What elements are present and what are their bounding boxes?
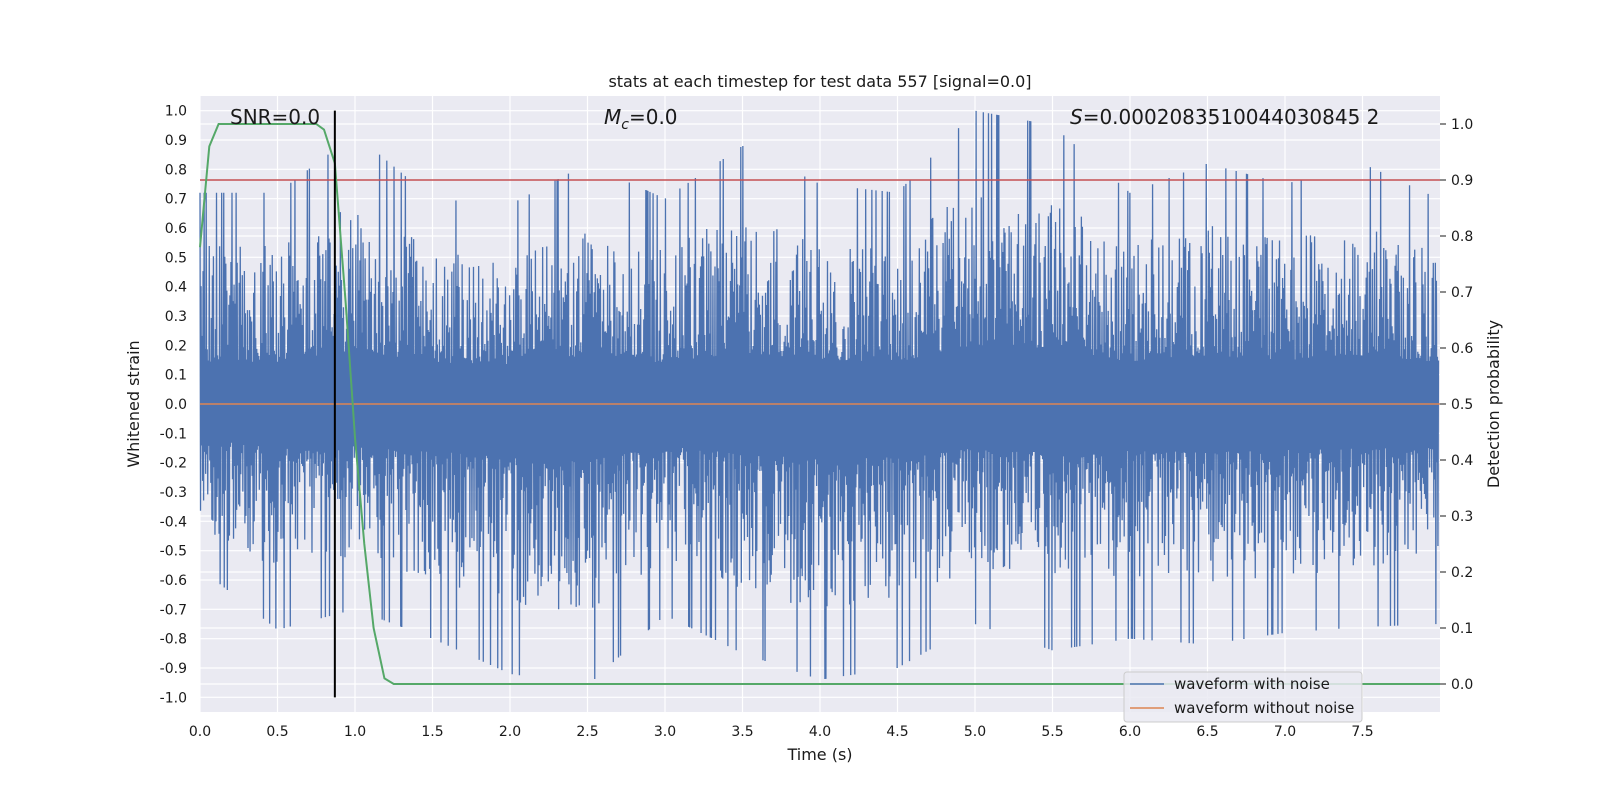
y-tick-label-left: 0.8 bbox=[165, 162, 187, 178]
mc-annotation: Mc=0.0 bbox=[604, 105, 678, 133]
y-tick-label-left: -0.4 bbox=[160, 514, 187, 530]
y-tick-label-left: -0.2 bbox=[160, 456, 187, 472]
legend-box bbox=[1123, 671, 1363, 723]
mc-symbol: M bbox=[604, 105, 621, 129]
y-tick-label-left: 0.3 bbox=[165, 309, 187, 325]
y-tick-label-left: -0.7 bbox=[160, 602, 187, 618]
y-tick-label-left: -1.0 bbox=[160, 690, 187, 706]
detection-probability-line bbox=[199, 123, 1440, 685]
y-tick-label-left: 0.2 bbox=[165, 338, 187, 354]
snr-annotation: SNR=0.0 bbox=[230, 105, 320, 129]
y-tick-label-left: -0.1 bbox=[160, 426, 187, 442]
x-tick-label: 6.5 bbox=[1196, 724, 1218, 740]
s-annotation: S=0.0002083510044030845 2 bbox=[1070, 105, 1379, 129]
y-tick-label-left: -0.9 bbox=[160, 661, 187, 677]
y-tick-label-right: 0.3 bbox=[1451, 509, 1473, 525]
y-axis-label-right: Detection probability bbox=[1484, 320, 1503, 488]
x-tick-label: 4.0 bbox=[809, 724, 831, 740]
y-tick-label-right: 0.6 bbox=[1451, 341, 1473, 357]
x-tick-label: 3.0 bbox=[654, 724, 676, 740]
x-tick-label: 2.0 bbox=[499, 724, 521, 740]
y-tick-label-right: 0.2 bbox=[1451, 565, 1473, 581]
y-tick-label-left: -0.6 bbox=[160, 573, 187, 589]
y-tick-label-left: -0.3 bbox=[160, 485, 187, 501]
x-tick-label: 2.5 bbox=[576, 724, 598, 740]
y-tick-label-right: 0.0 bbox=[1451, 677, 1473, 693]
noise-waveform bbox=[199, 110, 1440, 680]
y-tick-label-left: -0.8 bbox=[160, 632, 187, 648]
y-tick-label-left: 0.0 bbox=[165, 397, 187, 413]
ticks: 0.0 0.5 1.0 1.5 2.0 2.5 3.0 3.5 4.0 4.5 5.0 5.5 6.0 6… bbox=[160, 104, 1474, 740]
x-tick-label: 7.0 bbox=[1274, 724, 1296, 740]
x-tick-label: 1.5 bbox=[421, 724, 443, 740]
y-tick-label-right: 0.9 bbox=[1451, 173, 1473, 189]
x-tick-label: 3.5 bbox=[731, 724, 753, 740]
s-symbol: S bbox=[1070, 105, 1083, 129]
x-tick-label: 6.0 bbox=[1119, 724, 1141, 740]
mc-subscript: c bbox=[621, 117, 629, 133]
x-tick-label: 0.5 bbox=[266, 724, 288, 740]
legend-label-noise: waveform with noise bbox=[1174, 675, 1330, 693]
s-value: =0.0002083510044030845 2 bbox=[1083, 105, 1380, 129]
y-tick-label-right: 0.8 bbox=[1451, 229, 1473, 245]
mc-value: =0.0 bbox=[629, 105, 678, 129]
y-tick-label-left: 0.7 bbox=[165, 192, 187, 208]
y-tick-label-left: 0.9 bbox=[165, 133, 187, 149]
y-tick-label-right: 0.4 bbox=[1451, 453, 1473, 469]
y-tick-label-left: 0.1 bbox=[165, 368, 187, 384]
legend: waveform with noise waveform without noi… bbox=[1123, 671, 1363, 723]
legend-label-clean: waveform without noise bbox=[1174, 699, 1354, 717]
x-tick-label: 1.0 bbox=[344, 724, 366, 740]
y-tick-label-left: 1.0 bbox=[165, 104, 187, 120]
x-axis-label: Time (s) bbox=[786, 745, 852, 764]
y-tick-label-right: 0.5 bbox=[1451, 397, 1473, 413]
overlays bbox=[199, 110, 1440, 698]
y-tick-label-right: 0.7 bbox=[1451, 285, 1473, 301]
x-tick-label: 5.0 bbox=[964, 724, 986, 740]
x-tick-label: 5.5 bbox=[1041, 724, 1063, 740]
y-tick-label-right: 0.1 bbox=[1451, 621, 1473, 637]
x-tick-label: 4.5 bbox=[886, 724, 908, 740]
y-tick-label-left: 0.5 bbox=[165, 250, 187, 266]
y-axis-label-left: Whitened strain bbox=[124, 340, 143, 467]
y-tick-label-left: -0.5 bbox=[160, 544, 187, 560]
chart-title: stats at each timestep for test data 557… bbox=[608, 72, 1031, 91]
y-tick-label-right: 1.0 bbox=[1451, 117, 1473, 133]
y-tick-label-left: 0.6 bbox=[165, 221, 187, 237]
x-tick-label: 0.0 bbox=[189, 724, 211, 740]
noise-waveform-path bbox=[199, 110, 1440, 680]
x-tick-label: 7.5 bbox=[1351, 724, 1373, 740]
y-tick-label-left: 0.4 bbox=[165, 280, 187, 296]
